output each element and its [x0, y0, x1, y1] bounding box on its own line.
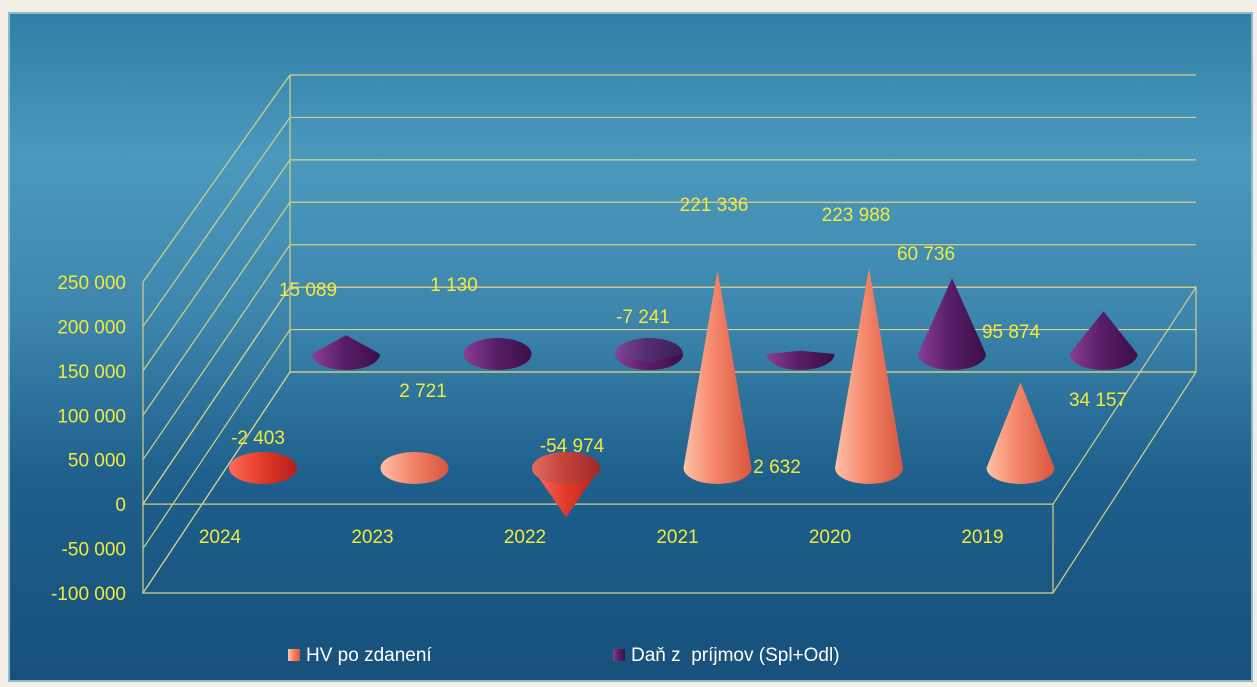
- y-tick-label: 50 000: [68, 451, 126, 472]
- data-label-dan: 60 736: [897, 244, 955, 265]
- side-gridline: [142, 244, 291, 461]
- x-tick-label: 2020: [809, 527, 851, 548]
- cone-hv-2023: [380, 452, 449, 484]
- x-tick-label: 2024: [199, 527, 242, 548]
- cone-dan-2021-body: [766, 350, 835, 370]
- data-label-dan: 2 632: [753, 457, 801, 478]
- data-label-dan: 1 130: [430, 275, 478, 296]
- chart-frame: 250 000 200 000 150 000 100 000 50 000 0 -50 0…: [8, 12, 1253, 682]
- side-gridline: [142, 201, 291, 416]
- side-gridline: [142, 329, 291, 549]
- cone-dan-2022-base: [615, 338, 683, 370]
- cone-hv-2020-body: [835, 267, 903, 484]
- data-label-dan: -7 241: [616, 307, 670, 328]
- cone-dan-2024-body: [312, 335, 380, 370]
- cone-hv-2024: [229, 452, 297, 484]
- cone-dan-2019-body: [1069, 311, 1138, 370]
- cone-hv-2021: [683, 270, 752, 484]
- label-layer: -2 403 15 089 2 721 1 130 -54 974 -7 241 221 3…: [199, 195, 1127, 548]
- y-tick-label: 0: [115, 495, 126, 516]
- cone-dan-2023-base: [463, 338, 532, 370]
- data-label-hv: 221 336: [680, 195, 749, 216]
- y-tick-label: 150 000: [57, 362, 126, 383]
- legend: HV po zdanení Daň z príjmov (Spl+Odl): [288, 645, 840, 666]
- data-label-dan: 15 089: [279, 280, 337, 301]
- cone-dan-2020-body: [918, 278, 986, 370]
- axis-layer: 250 000 200 000 150 000 100 000 50 000 0 -50 0…: [51, 273, 126, 605]
- cone-hv-2021-body: [683, 270, 752, 484]
- legend-label-dan: Daň z príjmov (Spl+Odl): [631, 645, 840, 666]
- cone-hv-2022-body: [532, 468, 600, 518]
- y-tick-label: -100 000: [51, 584, 126, 605]
- side-gridline: [142, 74, 291, 283]
- cone-hv-2023-base: [380, 452, 449, 484]
- cone-hv-2019: [986, 382, 1055, 484]
- cone-hv-2022-base: [532, 452, 600, 484]
- x-tick-label: 2021: [656, 527, 698, 548]
- legend-swatch-hv: [288, 649, 300, 661]
- data-label-hv: 223 988: [822, 205, 891, 226]
- data-label-hv: 2 721: [399, 381, 447, 402]
- y-tick-label: 100 000: [57, 406, 126, 427]
- cone-dan-2019: [1069, 311, 1138, 370]
- x-tick-label: 2023: [351, 527, 393, 548]
- x-tick-label: 2019: [961, 527, 1003, 548]
- cone-hv-2020: [835, 267, 903, 484]
- grid-layer: [141, 74, 1198, 594]
- x-tick-label: 2022: [504, 527, 546, 548]
- side-gridline: [142, 117, 291, 327]
- cone-dan-2024: [312, 335, 380, 370]
- data-label-hv: -54 974: [540, 436, 605, 457]
- legend-label-hv: HV po zdanení: [306, 645, 432, 666]
- cone-dan-2023: [463, 338, 532, 370]
- data-label-hv: -2 403: [231, 428, 285, 449]
- y-tick-label: 250 000: [57, 273, 126, 294]
- cone-dan-2021: [766, 350, 835, 370]
- cone-hv-2024-base: [229, 452, 297, 484]
- bottom-plane: [141, 371, 1198, 594]
- cone-hv-2022: [532, 452, 600, 518]
- mark-layer: [229, 267, 1138, 518]
- y-tick-label: 200 000: [57, 317, 126, 338]
- data-label-hv: 95 874: [982, 322, 1041, 343]
- cone-dan-2020: [918, 278, 986, 370]
- cone-hv-2019-body: [986, 382, 1055, 484]
- y-tick-label: -50 000: [62, 540, 126, 561]
- cone-dan-2022: [615, 338, 683, 370]
- data-label-dan: 34 157: [1069, 390, 1127, 411]
- side-gridline: [142, 159, 291, 372]
- cone-chart: 250 000 200 000 150 000 100 000 50 000 0 -50 0…: [51, 74, 1198, 666]
- legend-swatch-dan: [613, 649, 625, 661]
